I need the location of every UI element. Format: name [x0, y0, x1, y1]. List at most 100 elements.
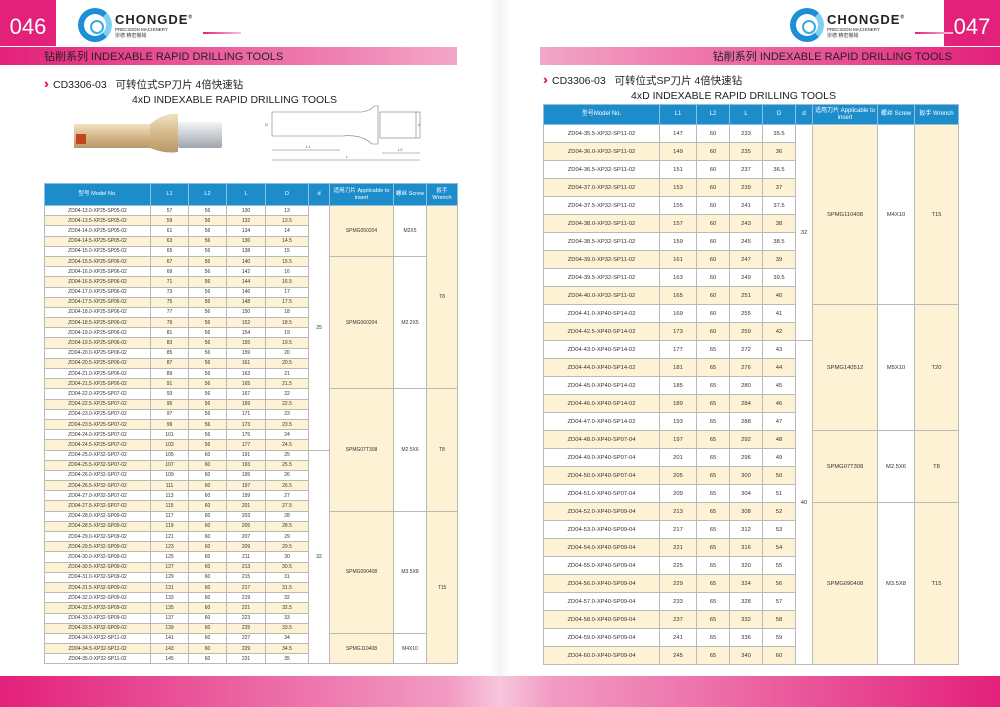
table-row: ZD04-36.5-XP32-SP11-02 151 60 237 36.5 — [543, 160, 959, 180]
l1-cell: 65 — [150, 245, 189, 257]
model-cell: ZD04-28.0-XP32-SP09-02 — [44, 510, 151, 522]
d-diameter-cell: 47 — [762, 412, 796, 432]
header-l2: L2 — [188, 183, 227, 206]
l-cell: 229 — [226, 643, 266, 655]
l1-cell: 205 — [659, 466, 697, 486]
l2-cell: 60 — [696, 232, 730, 252]
wrench-cell: T8 — [426, 388, 458, 512]
d-diameter-cell: 51 — [762, 484, 796, 504]
l2-cell: 56 — [188, 225, 227, 237]
l1-cell: 241 — [659, 628, 697, 648]
l-cell: 138 — [226, 245, 266, 257]
shank-d-cell: 32 — [308, 449, 330, 665]
d-diameter-cell: 27 — [265, 490, 309, 502]
d-diameter-cell: 23.5 — [265, 418, 309, 431]
insert-cell: SPMG060204 — [329, 255, 394, 390]
model-cell: ZD04-50.0-XP40-SP07-04 — [543, 466, 660, 486]
model-cell: ZD04-24.5-XP25-SP07-02 — [44, 439, 151, 451]
l2-cell: 60 — [188, 592, 227, 604]
d-diameter-cell: 50 — [762, 466, 796, 486]
model-cell: ZD04-54.0-XP40-SP09-04 — [543, 538, 660, 558]
insert-cell: SPMG090408 — [329, 510, 394, 634]
table-row: ZD04-17.5-XP25-SP06-02 75 56 148 17.5 — [44, 296, 458, 308]
model-cell: ZD04-13.5-XP25-SP05-02 — [44, 215, 151, 227]
table-row: ZD04-55.0-XP40-SP09-04 225 65 320 55 — [543, 556, 959, 576]
table-row: ZD04-47.0-XP40-SP14-02 193 65 288 47 — [543, 412, 959, 432]
model-cell: ZD04-30.5-XP32-SP09-02 — [44, 561, 151, 573]
header-d: D — [265, 183, 309, 206]
table-row: ZD04-60.0-XP40-SP09-04 245 65 340 60 — [543, 646, 959, 666]
model-cell: ZD04-36.5-XP32-SP11-02 — [543, 160, 660, 180]
l-cell: 316 — [729, 538, 763, 558]
l-cell: 193 — [226, 459, 266, 471]
drill-dimension-diagram: L1 L2 L d D — [265, 105, 421, 161]
l-cell: 221 — [226, 602, 266, 614]
screw-cell: M3.5X8 — [877, 502, 915, 666]
model-cell: ZD04-28.5-XP32-SP09-02 — [44, 520, 151, 533]
l-cell: 328 — [729, 592, 763, 612]
model-cell: ZD04-25.0-XP32-SP07-02 — [44, 449, 151, 461]
model-cell: ZD04-31.5-XP32-SP09-02 — [44, 581, 151, 594]
model-cell: ZD04-23.0-XP25-SP07-02 — [44, 408, 151, 420]
model-cell: ZD04-14.5-XP25-SP05-02 — [44, 235, 151, 247]
l-cell: 130 — [226, 204, 266, 217]
d-diameter-cell: 34 — [265, 632, 309, 645]
l2-cell: 60 — [696, 304, 730, 324]
l2-cell: 60 — [188, 490, 227, 502]
l-cell: 155 — [226, 337, 266, 349]
d-diameter-cell: 13 — [265, 204, 309, 217]
model-cell: ZD04-34.5-XP32-SP11-02 — [44, 643, 151, 655]
model-cell: ZD04-27.5-XP32-SP07-02 — [44, 500, 151, 512]
l1-cell: 63 — [150, 235, 189, 247]
screw-cell: M4X10 — [393, 632, 427, 665]
d-diameter-cell: 15 — [265, 245, 309, 257]
section-title-cn: 可转位式SP刀片 4倍快速钻 — [614, 75, 743, 87]
d-diameter-cell: 26.5 — [265, 480, 309, 492]
d-diameter-cell: 21 — [265, 367, 309, 380]
d-diameter-cell: 18 — [265, 306, 309, 319]
l2-cell: 60 — [188, 469, 227, 482]
d-diameter-cell: 26 — [265, 469, 309, 482]
l1-cell: 173 — [659, 322, 697, 342]
d-diameter-cell: 52 — [762, 502, 796, 522]
d-diameter-cell: 37.5 — [762, 196, 796, 216]
l-cell: 142 — [226, 266, 266, 278]
model-cell: ZD04-29.5-XP32-SP09-02 — [44, 541, 151, 553]
wrench-cell: T8 — [914, 430, 959, 504]
l2-cell: 60 — [696, 214, 730, 234]
d-diameter-cell: 27.5 — [265, 500, 309, 512]
section-code: CD3306-03 — [552, 75, 606, 87]
header-wrench: 扳手 Wrench — [426, 183, 458, 206]
model-cell: ZD04-38.0-XP32-SP11-02 — [543, 214, 660, 234]
l2-cell: 65 — [696, 628, 730, 648]
l-cell: 161 — [226, 357, 266, 370]
l1-cell: 69 — [150, 266, 189, 278]
header-l1: L1 — [150, 183, 189, 206]
header-wrench: 扳手 Wrench — [914, 104, 959, 125]
l-cell: 134 — [226, 225, 266, 237]
model-cell: ZD04-47.0-XP40-SP14-02 — [543, 412, 660, 432]
header-l1: L1 — [659, 104, 697, 125]
d-diameter-cell: 24.5 — [265, 439, 309, 451]
table-row: ZD04-37.0-XP32-SP11-02 153 60 239 37 — [543, 178, 959, 198]
l-cell: 171 — [226, 408, 266, 420]
l2-cell: 56 — [188, 357, 227, 370]
l2-cell: 60 — [188, 653, 227, 665]
l1-cell: 119 — [150, 520, 189, 533]
model-cell: ZD04-19.0-XP25-SP06-02 — [44, 327, 151, 339]
d-diameter-cell: 20.5 — [265, 357, 309, 370]
d-diameter-cell: 58 — [762, 610, 796, 630]
l1-cell: 139 — [150, 622, 189, 634]
d-diameter-cell: 49 — [762, 448, 796, 468]
logo-cn: 崇德 精密機械 — [115, 32, 147, 39]
screw-cell: M4X10 — [877, 123, 915, 306]
model-cell: ZD04-15.5-XP25-SP06-02 — [44, 255, 151, 268]
table-row: ZD04-21.5-XP25-SP06-02 91 56 165 21.5 — [44, 378, 458, 390]
table-row: ZD04-35.5-XP32-SP11-02 147 60 233 35.5 32 SPMG… — [543, 123, 959, 342]
l-cell: 272 — [729, 340, 763, 360]
l2-cell: 60 — [188, 449, 227, 461]
d-diameter-cell: 22.5 — [265, 398, 309, 410]
l2-cell: 56 — [188, 306, 227, 319]
